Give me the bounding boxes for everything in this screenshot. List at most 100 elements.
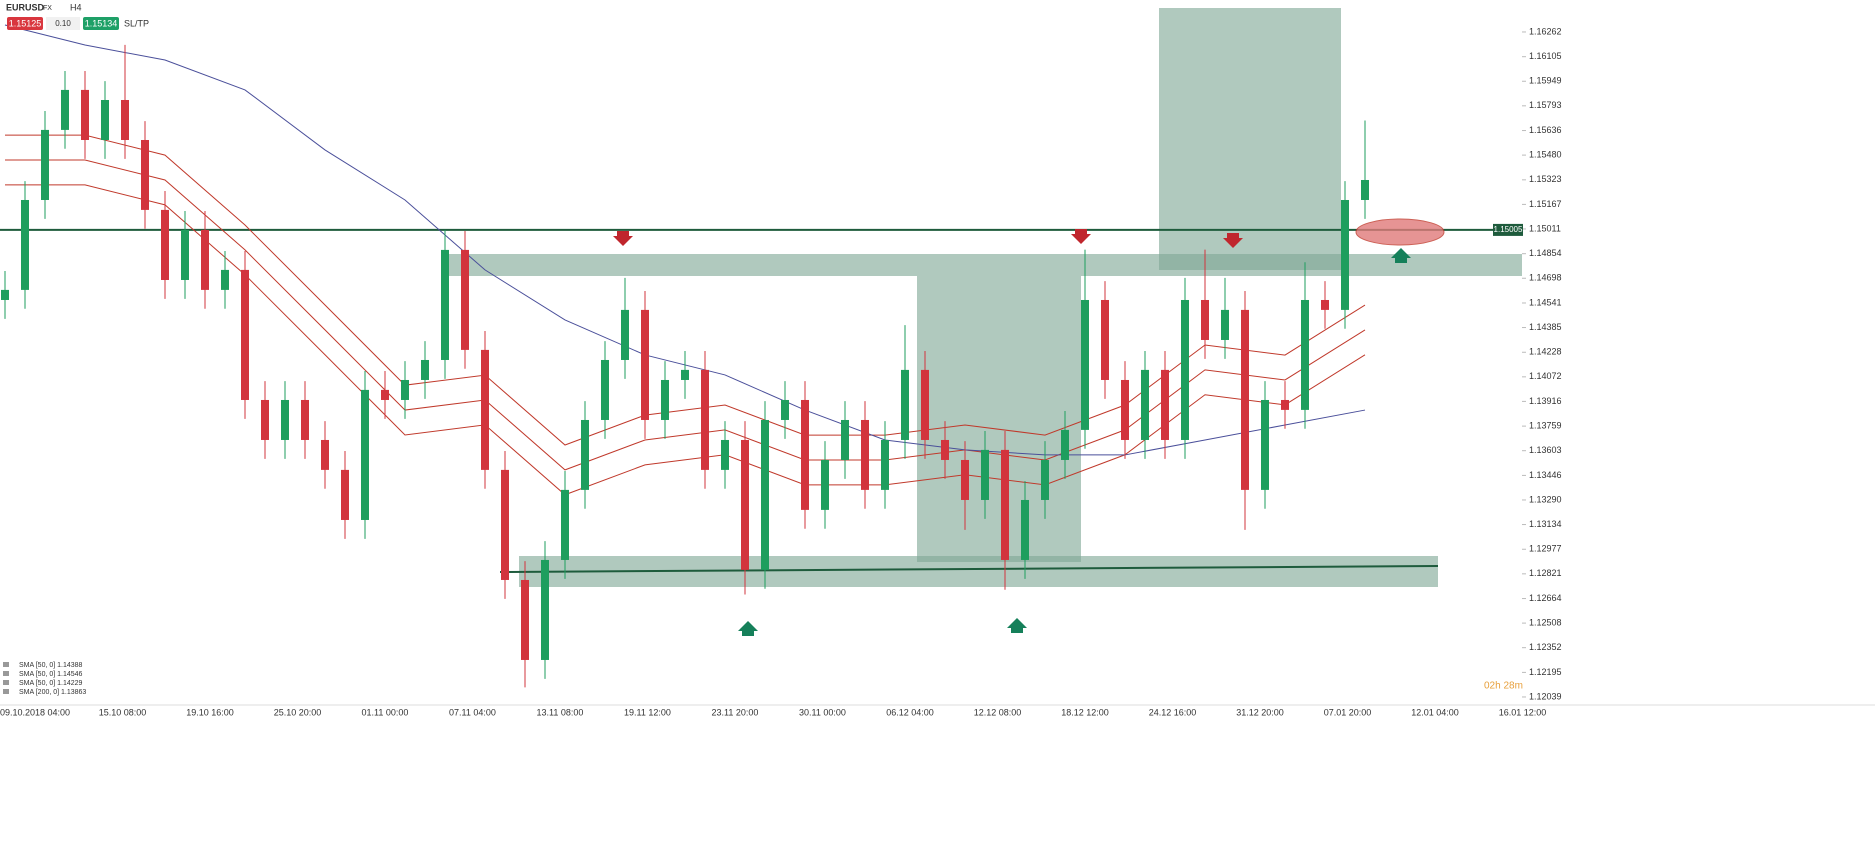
y-tick-label: 1.14541	[1529, 297, 1562, 307]
moving-average	[5, 134, 1366, 446]
arrow-down	[1071, 229, 1091, 244]
arrow-up	[738, 621, 758, 636]
candle-body	[41, 129, 49, 200]
candle-body	[961, 459, 969, 500]
candle-body	[1181, 299, 1189, 440]
candle-body	[441, 249, 449, 360]
y-tick-label: 1.13446	[1529, 470, 1562, 480]
y-tick-label: 1.14854	[1529, 248, 1562, 258]
candle-body	[841, 419, 849, 460]
sell-button[interactable]	[7, 17, 43, 30]
zone	[1159, 8, 1341, 270]
candle-body	[141, 139, 149, 210]
x-tick-label: 12.12 08:00	[974, 707, 1022, 717]
candle-body	[301, 399, 309, 440]
arrow-down	[613, 231, 633, 246]
sell-arrows	[613, 229, 1243, 248]
candle-body	[1321, 299, 1329, 310]
candle-body	[661, 379, 669, 420]
y-tick-label: 1.15323	[1529, 174, 1562, 184]
candle-body	[21, 199, 29, 290]
candle-body	[1001, 449, 1009, 560]
zone	[447, 254, 1522, 276]
candle-body	[201, 229, 209, 290]
y-tick-label: 1.13916	[1529, 396, 1562, 406]
candle-body	[1281, 399, 1289, 410]
timeframe[interactable]: H4	[70, 2, 82, 12]
y-tick-label: 1.14698	[1529, 273, 1562, 283]
highlight	[1355, 218, 1445, 246]
y-tick-label: 1.12039	[1529, 691, 1562, 701]
candle-body	[821, 459, 829, 510]
legend-entry: SMA [50, 0] 1.14229	[19, 680, 83, 687]
y-tick-label: 1.15949	[1529, 76, 1562, 86]
candle-body	[981, 449, 989, 500]
y-tick-label: 1.12664	[1529, 593, 1562, 603]
y-tick-label: 1.15167	[1529, 199, 1562, 209]
candle-body	[621, 309, 629, 360]
x-tick-label: 06.12 04:00	[886, 707, 934, 717]
candle-body	[101, 99, 109, 140]
legend-icon	[3, 671, 9, 676]
y-tick-label: 1.14385	[1529, 322, 1562, 332]
x-tick-label: 09.10.2018 04:00	[0, 707, 70, 717]
legend-icon	[3, 680, 9, 685]
candle-body	[1, 289, 9, 300]
x-tick-label: 16.01 12:00	[1499, 707, 1547, 717]
y-tick-label: 1.13290	[1529, 494, 1562, 504]
candle-body	[1021, 499, 1029, 560]
candle-body	[1341, 199, 1349, 310]
size[interactable]: 0.10	[55, 19, 71, 28]
x-tick-label: 15.10 08:00	[99, 707, 147, 717]
candle-body	[1301, 299, 1309, 410]
overlay	[0, 24, 1522, 688]
price-tag-label: 1.15005	[1494, 225, 1523, 234]
x-tick-label: 01.11 00:00	[362, 707, 409, 717]
legend-entry: SMA [50, 0] 1.14388	[19, 662, 83, 669]
candle-body	[681, 369, 689, 380]
candle-body	[761, 419, 769, 570]
candle-body	[921, 369, 929, 440]
timer: 02h 28m	[1484, 681, 1523, 692]
symbol[interactable]: EURUSD	[6, 2, 45, 12]
y-tick-label: 1.14228	[1529, 347, 1562, 357]
y-tick-label: 1.12508	[1529, 617, 1562, 627]
sltp[interactable]: SL/TP	[124, 18, 149, 28]
buy-price[interactable]: 1.15134	[85, 18, 118, 28]
y-tick-label: 1.16105	[1529, 51, 1562, 61]
y-tick-label: 1.13603	[1529, 445, 1562, 455]
candle-body	[1361, 179, 1369, 200]
candle-body	[801, 399, 809, 510]
price-tag	[1493, 223, 1523, 236]
legend-entry: SMA [200, 0] 1.13863	[19, 689, 86, 696]
candle-body	[61, 89, 69, 130]
y-tick-label: 1.15636	[1529, 125, 1562, 135]
y-tick-label: 1.15011	[1529, 223, 1561, 233]
y-tick-label: 1.15793	[1529, 100, 1562, 110]
buy-arrows	[738, 248, 1411, 636]
y-tick-label: 1.16262	[1529, 26, 1562, 36]
sell-price[interactable]: 1.15125	[9, 18, 42, 28]
y-tick-label: 1.14072	[1529, 371, 1562, 381]
candle-body	[241, 269, 249, 400]
x-tick-label: 19.10 16:00	[186, 707, 234, 717]
size-box[interactable]	[46, 17, 80, 30]
candle-body	[581, 419, 589, 490]
candle-body	[421, 359, 429, 380]
moving-average	[5, 159, 1366, 471]
candle-body	[881, 439, 889, 490]
candle-body	[481, 349, 489, 470]
candle-body	[1241, 309, 1249, 490]
candle-body	[1101, 299, 1109, 380]
candle-body	[1201, 299, 1209, 340]
candle-body	[1221, 309, 1229, 340]
x-tick-label: 31.12 20:00	[1236, 707, 1284, 717]
y-tick-label: 1.12977	[1529, 544, 1562, 554]
candle-body	[161, 209, 169, 280]
x-tick-label: 13.11 08:00	[537, 707, 584, 717]
candle-body	[121, 99, 129, 140]
buy-button[interactable]	[83, 17, 119, 30]
candle-body	[401, 379, 409, 400]
arrow-up	[1391, 248, 1411, 263]
